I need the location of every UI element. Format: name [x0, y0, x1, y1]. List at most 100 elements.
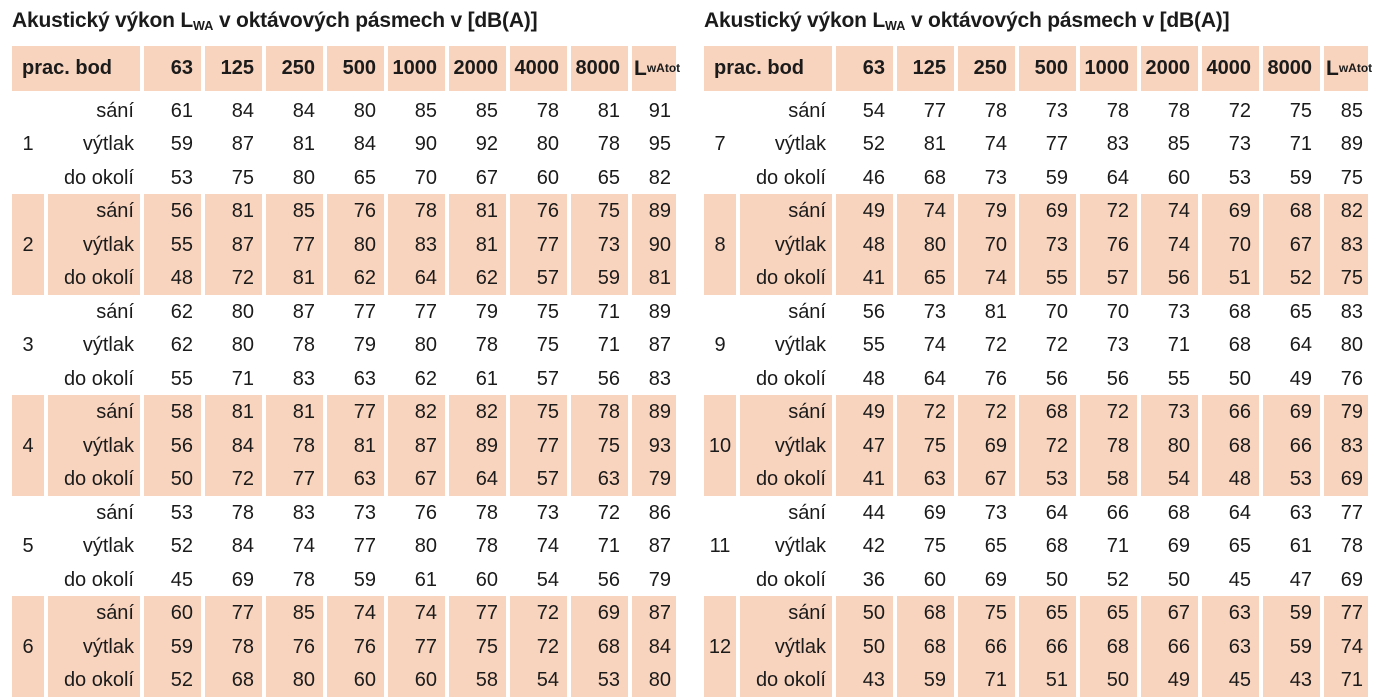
value-cell: 63: [897, 462, 954, 496]
value-cell: 90: [414, 133, 437, 156]
row-label: výtlak: [740, 227, 832, 262]
value-cell: 77: [327, 395, 384, 429]
total-value-cell: 87: [632, 596, 676, 630]
value-cell: 45: [170, 568, 193, 591]
value-cell: 61: [1289, 535, 1312, 558]
total-value-cell: 95: [648, 133, 671, 156]
point-number: 8: [704, 194, 736, 295]
value-cell: 45: [1202, 663, 1259, 697]
value-cell: 53: [1019, 462, 1076, 496]
total-value-cell: 89: [1340, 133, 1363, 156]
value-cell: 48: [862, 367, 885, 390]
value-cell: 62: [327, 261, 384, 295]
total-value-cell: 80: [1340, 334, 1363, 357]
title-subscript: WA: [885, 18, 906, 33]
value-cell: 77: [414, 300, 437, 323]
value-cell: 81: [984, 300, 1007, 323]
value-cell: 47: [1289, 568, 1312, 591]
value-cell: 57: [1080, 261, 1137, 295]
row-label: sání: [788, 99, 826, 122]
value-cell: 75: [571, 194, 628, 228]
point-number: 7: [714, 133, 726, 156]
total-value-cell: 93: [632, 428, 676, 463]
value-cell: 78: [475, 334, 498, 357]
total-value-cell: 79: [648, 568, 671, 591]
value-cell: 66: [1141, 629, 1198, 664]
value-cell: 56: [597, 568, 620, 591]
total-value-cell: 78: [1340, 535, 1363, 558]
point-number: 1: [22, 133, 34, 156]
value-cell: 78: [597, 133, 620, 156]
value-cell: 53: [1228, 166, 1251, 189]
total-value-cell: 89: [632, 395, 676, 429]
total-value-cell: 79: [632, 462, 676, 496]
column-header-frequency: 125: [205, 45, 262, 94]
value-cell: 59: [144, 629, 201, 664]
value-cell: 78: [536, 99, 559, 122]
value-cell: 52: [170, 535, 193, 558]
value-cell: 80: [231, 334, 254, 357]
value-cell: 70: [1045, 300, 1068, 323]
value-cell: 73: [1019, 227, 1076, 262]
title-text: Akustický výkon L: [12, 9, 194, 32]
column-header-frequency: 4000: [510, 45, 567, 94]
value-cell: 60: [1167, 166, 1190, 189]
value-cell: 83: [292, 367, 315, 390]
value-cell: 55: [144, 227, 201, 262]
value-cell: 68: [1228, 300, 1251, 323]
total-value-cell: 83: [648, 367, 671, 390]
value-cell: 68: [1228, 334, 1251, 357]
value-cell: 64: [1289, 334, 1312, 357]
value-cell: 70: [958, 227, 1015, 262]
value-cell: 76: [266, 629, 323, 664]
point-number: 3: [22, 334, 34, 357]
value-cell: 66: [1106, 501, 1129, 524]
column-header-frequency: 125: [897, 45, 954, 94]
value-cell: 74: [897, 194, 954, 228]
value-cell: 71: [1289, 133, 1312, 156]
value-cell: 74: [1141, 227, 1198, 262]
value-cell: 55: [862, 334, 885, 357]
value-cell: 52: [862, 133, 885, 156]
value-cell: 49: [836, 194, 893, 228]
total-value-cell: 75: [1324, 261, 1368, 295]
value-cell: 72: [1080, 395, 1137, 429]
value-cell: 72: [205, 462, 262, 496]
value-cell: 61: [414, 568, 437, 591]
acoustic-table-right: Akustický výkon LWA v oktávových pásmech…: [704, 8, 1372, 697]
value-cell: 87: [292, 300, 315, 323]
value-cell: 50: [836, 629, 893, 664]
column-header-frequency: 500: [1019, 45, 1076, 94]
value-cell: 75: [510, 395, 567, 429]
value-cell: 65: [1019, 596, 1076, 630]
value-cell: 73: [923, 300, 946, 323]
value-cell: 73: [1106, 334, 1129, 357]
value-cell: 63: [353, 367, 376, 390]
row-label: do okolí: [48, 462, 140, 496]
value-cell: 80: [266, 663, 323, 697]
column-header-frequency: 1000: [1080, 45, 1137, 94]
value-cell: 76: [510, 194, 567, 228]
value-cell: 50: [1167, 568, 1190, 591]
value-cell: 73: [1228, 133, 1251, 156]
value-cell: 81: [597, 99, 620, 122]
value-cell: 70: [1202, 227, 1259, 262]
value-cell: 69: [1167, 535, 1190, 558]
value-cell: 78: [475, 501, 498, 524]
value-cell: 72: [510, 629, 567, 664]
value-cell: 59: [1263, 596, 1320, 630]
value-cell: 87: [205, 227, 262, 262]
value-cell: 50: [1080, 663, 1137, 697]
value-cell: 82: [388, 395, 445, 429]
row-label: výtlak: [82, 133, 134, 156]
column-header-prac-bod: prac. bod: [12, 45, 140, 94]
value-cell: 84: [231, 99, 254, 122]
value-cell: 77: [266, 462, 323, 496]
row-label: výtlak: [48, 227, 140, 262]
value-cell: 61: [475, 367, 498, 390]
value-cell: 80: [292, 166, 315, 189]
value-cell: 77: [388, 629, 445, 664]
lwatot-subscript: wAtot: [1338, 61, 1373, 76]
total-value-cell: 79: [1324, 395, 1368, 429]
